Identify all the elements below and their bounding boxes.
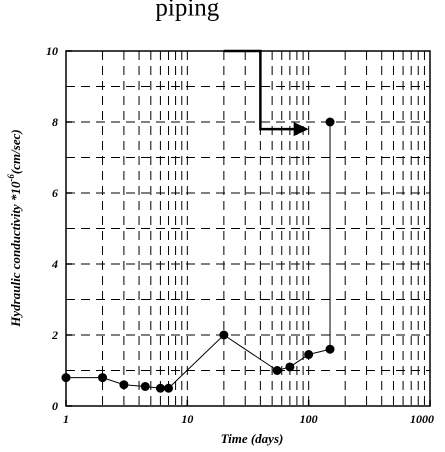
series-line <box>66 122 331 389</box>
x-tick-label: 1000 <box>410 412 434 426</box>
data-point <box>119 380 129 390</box>
data-point <box>164 383 174 393</box>
tick-label-layer: 1 10 100 1000 0 2 4 6 8 10 <box>46 44 434 426</box>
data-point <box>304 350 314 360</box>
y-tick-label: 10 <box>46 44 58 58</box>
data-point <box>155 383 165 393</box>
y-tick-label: 8 <box>52 115 58 129</box>
x-axis-title: Time (days) <box>221 431 284 446</box>
piping-annotation: piping <box>155 0 219 22</box>
piping-arrow-line <box>223 49 295 131</box>
y-axis-title: Hydraulic conductivity *10-6(cm/sec) <box>6 129 23 327</box>
series-layer <box>61 117 335 393</box>
grid-layer <box>66 51 430 406</box>
x-tick-label: 10 <box>181 412 193 426</box>
data-point <box>325 117 335 127</box>
data-point <box>61 373 71 383</box>
y-tick-label: 4 <box>51 257 58 271</box>
data-point <box>140 381 150 391</box>
x-tick-label: 100 <box>300 412 318 426</box>
y-tick-label: 6 <box>52 186 58 200</box>
data-point <box>325 344 335 354</box>
y-axis-title-unit: (cm/sec) <box>8 129 23 174</box>
data-point <box>219 330 229 340</box>
y-tick-label: 2 <box>51 328 58 342</box>
data-point <box>272 366 282 375</box>
y-axis-title-exponent: -6 <box>6 174 16 182</box>
piping-arrow-head <box>293 122 309 137</box>
annotation-layer: piping <box>155 0 309 137</box>
y-tick-label: 0 <box>52 399 58 413</box>
data-point <box>285 362 295 372</box>
data-point <box>98 373 108 383</box>
x-tick-label: 1 <box>63 412 69 426</box>
y-axis-title-main: Hydraulic conductivity *10 <box>8 181 23 328</box>
